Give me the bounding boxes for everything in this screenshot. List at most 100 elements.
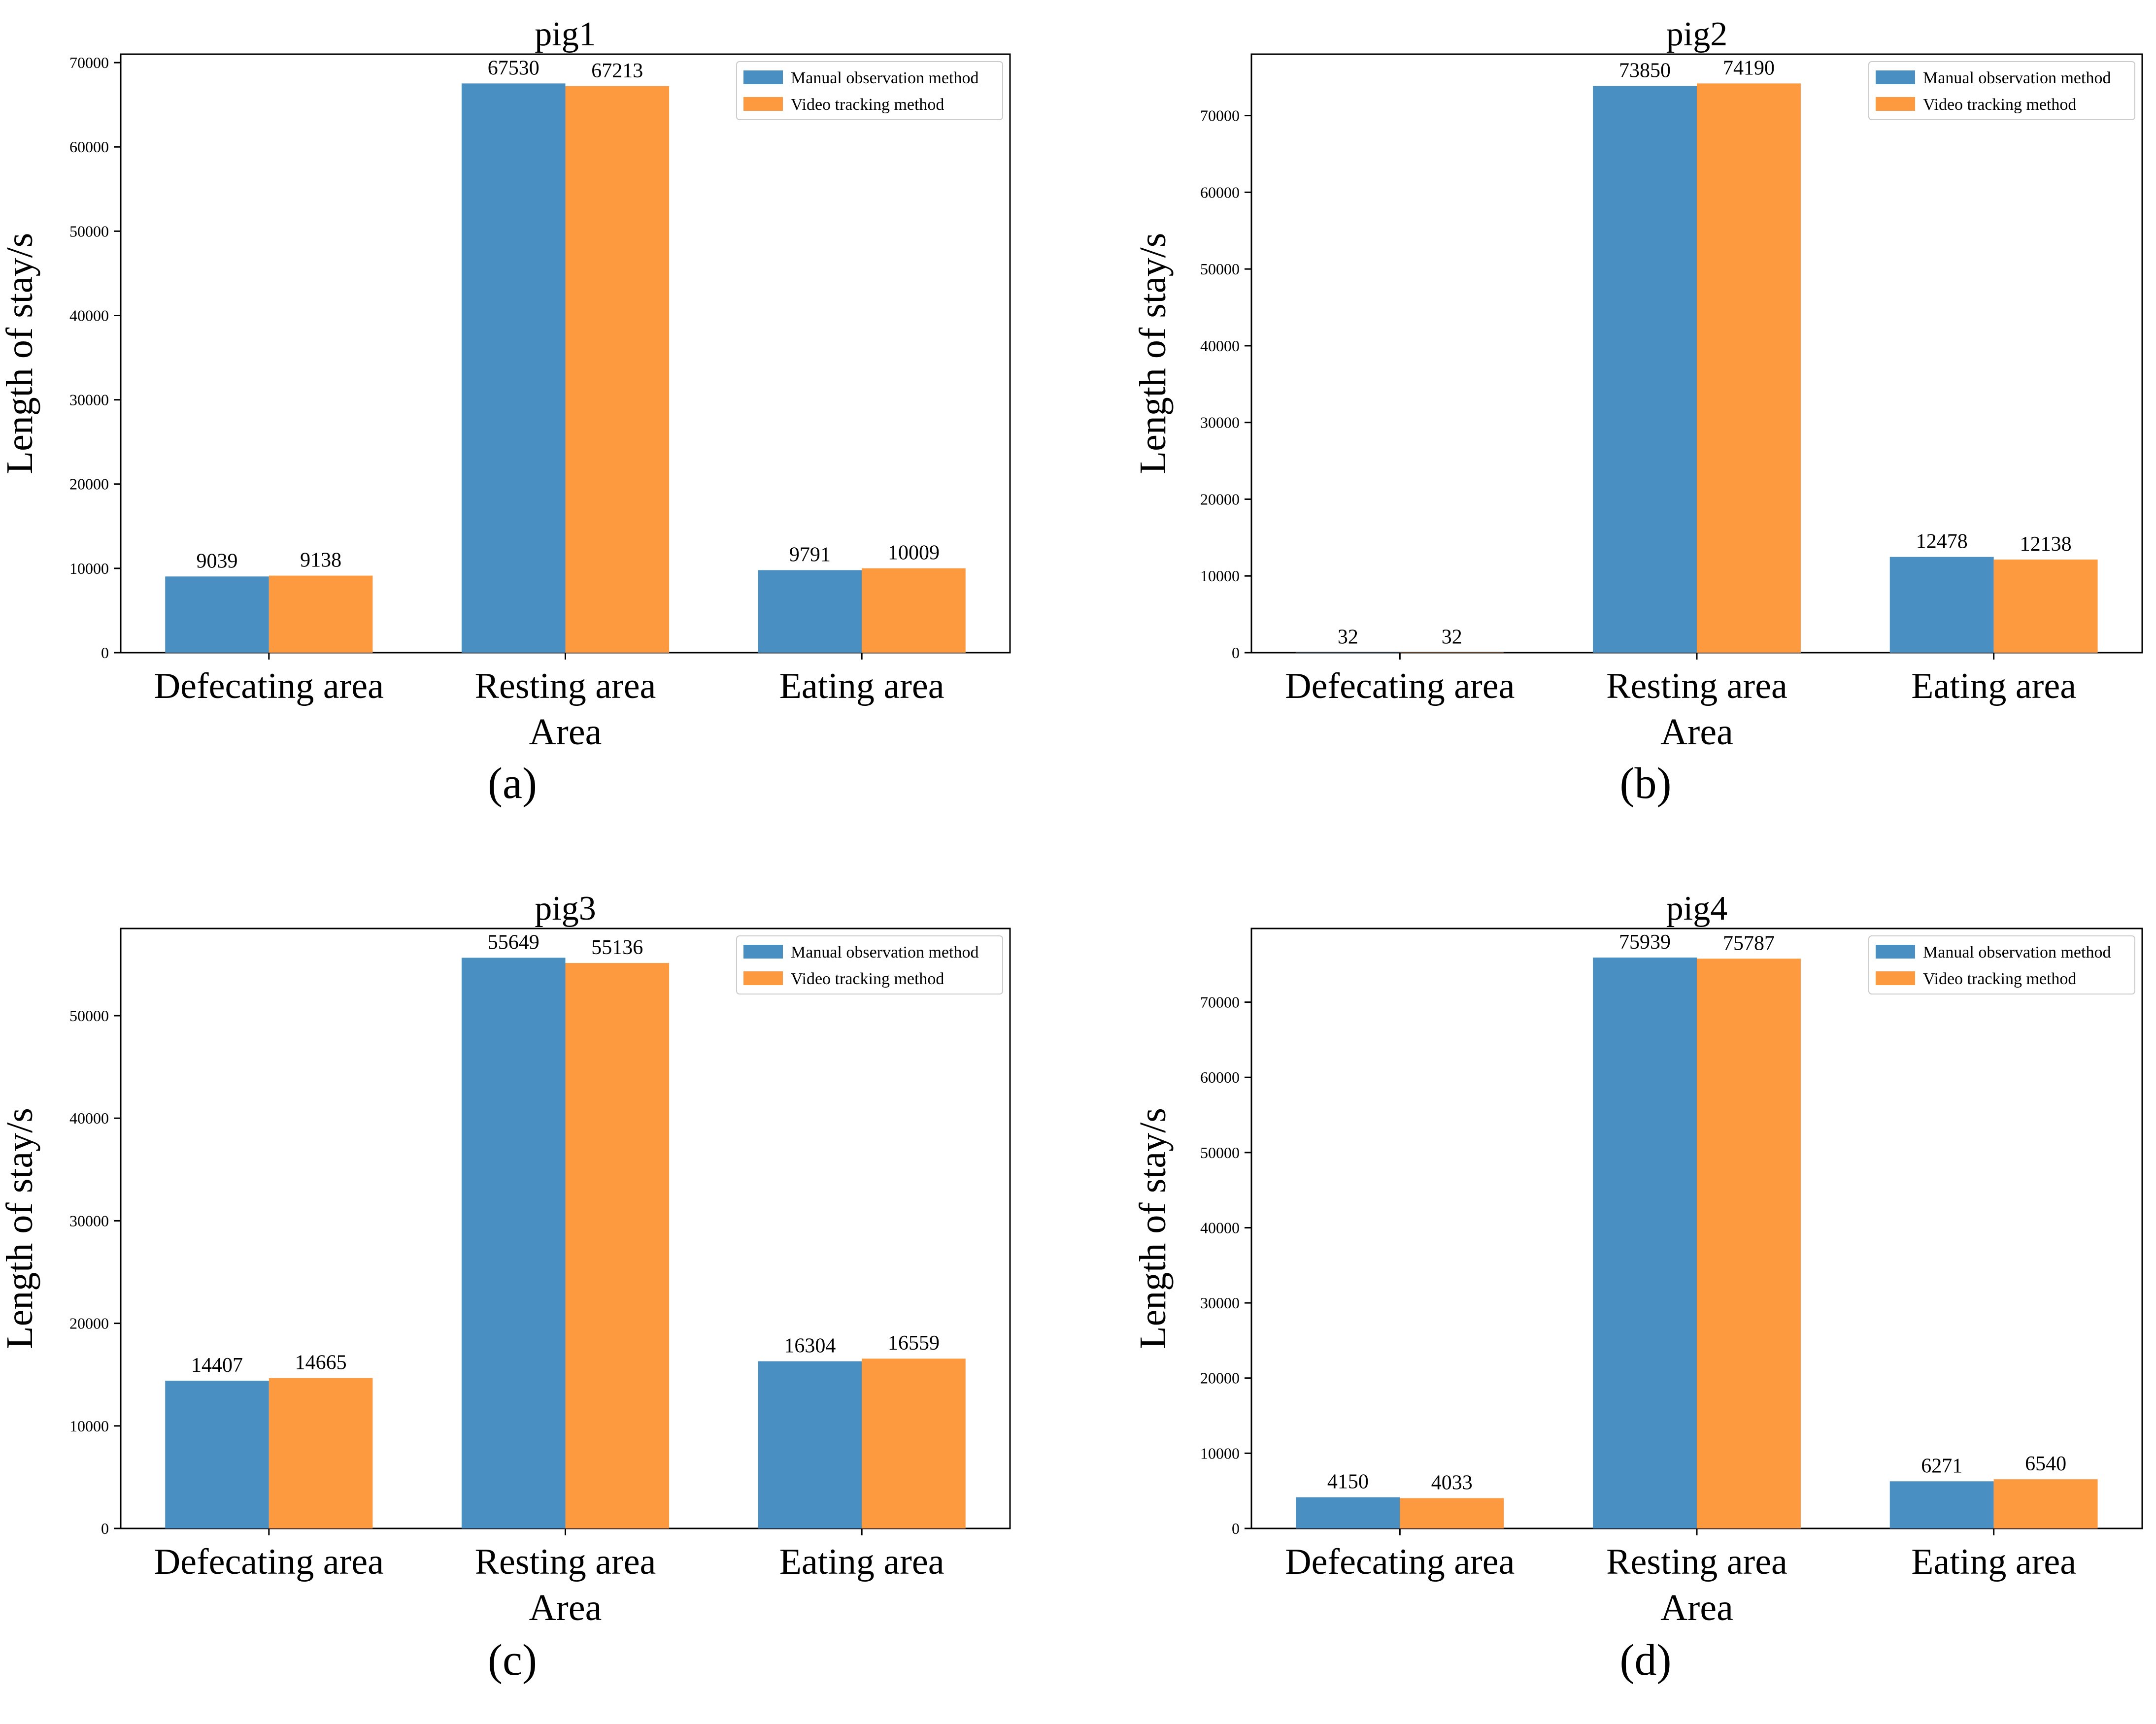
y-tick-label: 40000 [1200,1219,1240,1236]
x-tick-label: Eating area [1911,1542,2076,1582]
legend-entry: Manual observation method [791,943,978,961]
bar-value-label: 67530 [488,57,539,79]
legend-entry: Manual observation method [791,69,978,87]
bar-video [565,86,670,653]
legend-swatch-manual [743,70,783,84]
y-tick-label: 10000 [69,560,109,577]
y-tick-label: 30000 [69,1212,109,1229]
y-tick-label: 30000 [1200,414,1240,431]
legend-entry: Manual observation method [1923,69,2111,87]
y-tick-label: 50000 [69,1007,109,1025]
bar-value-label: 75787 [1723,932,1775,955]
y-tick-label: 60000 [1200,183,1240,201]
bar-value-label: 14407 [191,1354,243,1377]
bar-value-label: 6540 [2025,1453,2066,1475]
bar-video [1993,559,2098,653]
bar-value-label: 14665 [295,1352,347,1374]
y-tick-label: 10000 [1200,1444,1240,1462]
legend-box [736,935,1003,995]
y-tick-label: 60000 [1200,1068,1240,1086]
y-tick-label: 70000 [1200,994,1240,1011]
legend-entry: Video tracking method [791,96,944,114]
y-tick-label: 40000 [69,1109,109,1127]
legend: Manual observation method Video tracking … [736,935,1003,995]
y-tick-label: 50000 [1200,260,1240,278]
bar-value-label: 16304 [784,1335,836,1358]
chart-panel-1: 0 10000 20000 30000 40000 50000 60000 70000 9039… [0,15,1011,808]
y-axis-label: Length of stay/s [1132,233,1174,474]
legend-swatch-manual [1876,70,1915,84]
x-tick-label: Eating area [1911,666,2076,706]
bar-manual [1889,557,1994,653]
bar-video [862,568,966,653]
bar-value-label: 6271 [1921,1455,1962,1477]
y-tick-label: 0 [101,644,109,662]
y-tick-label: 20000 [1200,1369,1240,1387]
bar-value-label: 9791 [789,543,831,566]
x-tick-label: Resting area [475,666,656,706]
x-tick-label: Resting area [1606,1542,1787,1582]
bar-value-label: 4150 [1327,1471,1369,1493]
bar-manual [1889,1481,1994,1528]
legend-swatch-manual [1876,945,1915,959]
y-tick-label: 10000 [1200,567,1240,585]
panel-caption: (d) [1620,1636,1672,1685]
chart-title: pig1 [535,15,596,53]
bar-value-label: 12138 [2020,533,2072,556]
legend-box [1868,61,2135,120]
x-tick-label: Defecating area [154,666,384,706]
bar-manual [758,1361,862,1528]
y-tick-label: 10000 [69,1417,109,1435]
legend-entry: Video tracking method [1923,96,2076,114]
y-tick-label: 30000 [69,391,109,409]
legend-entry: Manual observation method [1923,943,2111,961]
legend: Manual observation method Video tracking … [1868,61,2135,120]
x-axis-label: Area [1660,711,1733,753]
bar-manual [1593,86,1697,653]
y-axis-label: Length of stay/s [0,233,40,474]
x-tick-label: Defecating area [1285,1542,1515,1582]
chart-panel-3: 0 10000 20000 30000 40000 50000 14407 14665 Defe… [0,890,1011,1685]
chart-panel-4: 0 10000 20000 30000 40000 50000 60000 70000 4150… [1132,890,2143,1685]
legend-swatch-video [1876,971,1915,985]
legend-swatch-video [743,97,783,111]
y-axis-label: Length of stay/s [1132,1108,1174,1349]
legend-entry: Video tracking method [791,970,944,988]
bar-manual [1296,1497,1400,1528]
bar-value-label: 55136 [591,936,643,959]
bar-value-label: 74190 [1723,57,1775,79]
legend-swatch-video [743,971,783,985]
bar-value-label: 10009 [888,542,940,564]
y-tick-label: 0 [101,1520,109,1537]
legend-box [1868,935,2135,995]
bar-value-label: 67213 [591,60,643,82]
y-tick-label: 20000 [1200,490,1240,508]
y-tick-label: 50000 [69,222,109,240]
y-tick-label: 40000 [69,306,109,324]
y-tick-label: 30000 [1200,1294,1240,1312]
y-tick-label: 50000 [1200,1144,1240,1161]
chart-title: pig2 [1666,15,1727,53]
bar-video [862,1359,966,1528]
x-tick-label: Eating area [779,1542,944,1582]
x-axis-label: Area [1660,1587,1733,1628]
x-axis-label: Area [529,1587,602,1628]
bar-video [269,1378,373,1528]
y-tick-label: 0 [1232,644,1240,662]
legend: Manual observation method Video tracking … [736,61,1003,120]
bar-value-label: 16559 [888,1332,940,1355]
bar-value-label: 55649 [488,931,539,954]
y-tick-label: 70000 [1200,107,1240,125]
bar-video [1697,83,1801,653]
panel-caption: (b) [1620,759,1672,808]
bar-value-label: 32 [1338,626,1358,649]
panel-caption: (c) [488,1636,537,1685]
bar-manual [165,576,269,653]
panel-caption: (a) [488,759,537,808]
chart-panel-2: 0 10000 20000 30000 40000 50000 60000 70000 32 32… [1132,15,2143,808]
y-tick-label: 0 [1232,1520,1240,1537]
legend-box [736,61,1003,120]
x-axis-label: Area [529,711,602,753]
y-tick-label: 20000 [69,475,109,493]
